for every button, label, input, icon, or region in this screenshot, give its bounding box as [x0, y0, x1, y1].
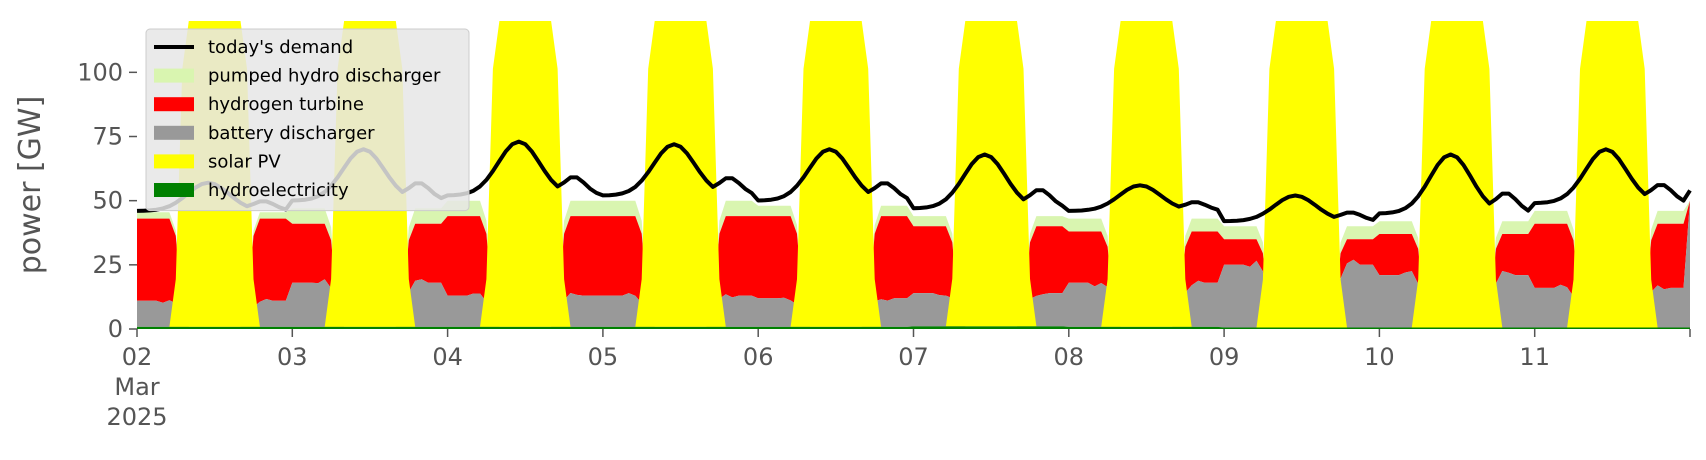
legend-label-pumped: pumped hydro discharger	[208, 66, 441, 87]
legend-label-hydro: hydroelectricity	[208, 180, 349, 201]
x-tick-label: 08	[1054, 343, 1085, 371]
battery-discharger-area	[137, 200, 1690, 328]
legend-label-demand: today's demand	[208, 37, 353, 58]
y-tick-label: 25	[92, 251, 123, 279]
y-axis-label: power [GW]	[13, 96, 48, 275]
x-tick-year-label: 2025	[106, 403, 167, 431]
legend-swatch-hydrogen	[154, 97, 194, 112]
x-tick-label: 07	[898, 343, 929, 371]
pumped-hydro-area	[137, 200, 1690, 328]
x-tick-label: 02	[122, 343, 153, 371]
legend-swatch-pumped	[154, 68, 194, 83]
y-axis: 0 25 50 75 100	[77, 58, 137, 343]
x-tick-label: 03	[277, 343, 308, 371]
x-tick-label: 11	[1519, 343, 1550, 371]
x-tick-label: 10	[1364, 343, 1395, 371]
legend-label-solar: solar PV	[208, 151, 281, 172]
y-tick-label: 0	[108, 315, 123, 343]
x-tick-month-label: Mar	[114, 373, 159, 401]
stacked-areas	[137, 21, 1690, 329]
y-tick-label: 100	[77, 58, 123, 86]
legend-label-hydrogen: hydrogen turbine	[208, 94, 364, 115]
solar-pv-area	[137, 21, 1690, 328]
x-tick-label: 05	[588, 343, 619, 371]
legend: today's demand pumped hydro discharger hyd…	[145, 28, 470, 212]
legend-label-battery: battery discharger	[208, 123, 375, 144]
legend-background	[145, 28, 470, 212]
hydroelectricity-area	[137, 326, 1690, 329]
legend-swatch-hydro	[154, 183, 194, 197]
hydrogen-turbine-area	[137, 200, 1690, 328]
x-tick-label: 04	[432, 343, 463, 371]
legend-swatch-solar	[154, 154, 194, 169]
legend-swatch-battery	[154, 125, 194, 140]
x-tick-label: 06	[743, 343, 774, 371]
x-tick-label: 09	[1209, 343, 1240, 371]
y-tick-label: 75	[92, 123, 123, 151]
y-tick-label: 50	[92, 187, 123, 215]
